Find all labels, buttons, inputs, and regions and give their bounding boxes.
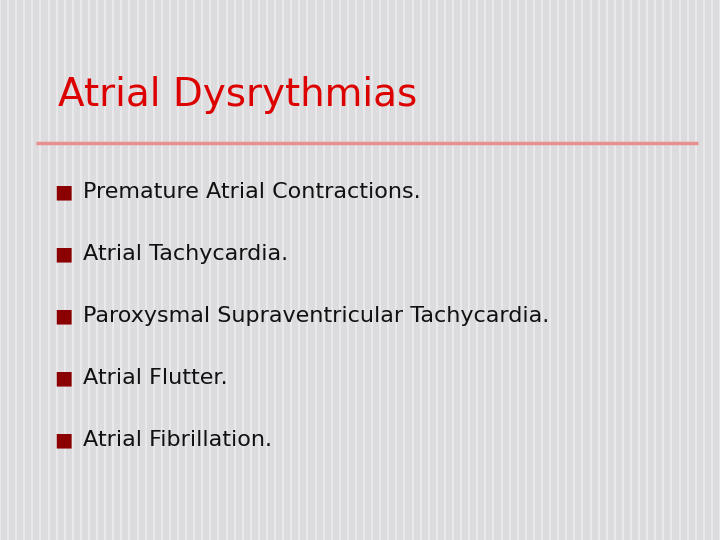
Text: ■: ■: [54, 182, 73, 201]
Text: Atrial Flutter.: Atrial Flutter.: [83, 368, 228, 388]
Text: ■: ■: [54, 244, 73, 264]
Text: Premature Atrial Contractions.: Premature Atrial Contractions.: [83, 181, 420, 202]
Text: Atrial Fibrillation.: Atrial Fibrillation.: [83, 430, 272, 450]
Text: ■: ■: [54, 368, 73, 388]
Text: ■: ■: [54, 430, 73, 450]
Text: ■: ■: [54, 306, 73, 326]
Text: Paroxysmal Supraventricular Tachycardia.: Paroxysmal Supraventricular Tachycardia.: [83, 306, 549, 326]
Text: Atrial Dysrythmias: Atrial Dysrythmias: [58, 76, 417, 113]
Text: Atrial Tachycardia.: Atrial Tachycardia.: [83, 244, 288, 264]
